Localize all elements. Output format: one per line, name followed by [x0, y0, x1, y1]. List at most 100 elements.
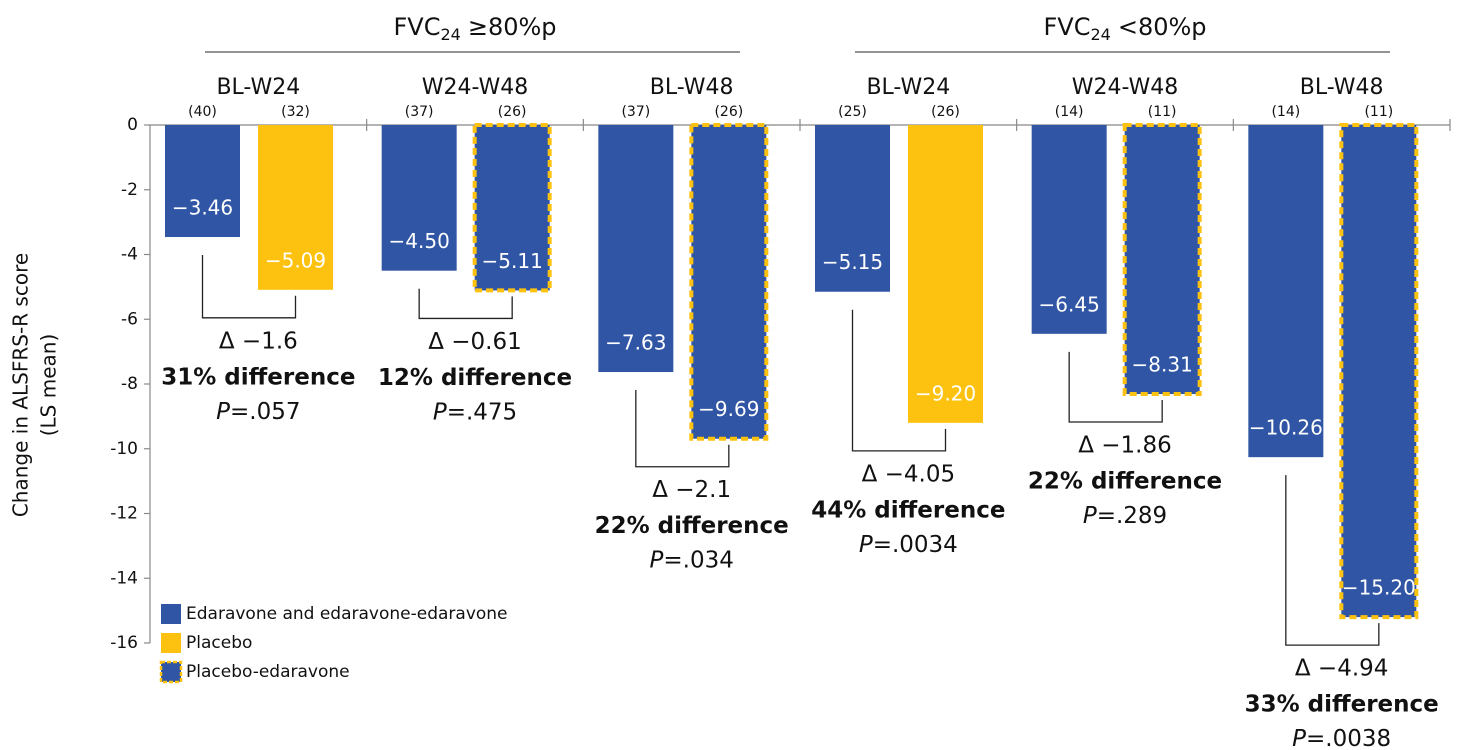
p-value: =.034 — [663, 547, 733, 573]
p-value: =.475 — [447, 399, 517, 425]
value-label: −8.31 — [1132, 353, 1193, 377]
bar — [165, 125, 240, 238]
value-label: −5.09 — [265, 248, 326, 272]
p-symbol: P — [216, 398, 230, 424]
group-title-rest: <80%p — [1118, 13, 1207, 41]
bar — [598, 125, 674, 373]
group-title-sub: 24 — [1090, 25, 1110, 44]
bar — [689, 123, 769, 441]
bar — [472, 123, 552, 293]
bracket — [1285, 475, 1380, 646]
difference-label: 12% difference — [378, 365, 572, 391]
category-label: W24-W48 — [422, 75, 529, 100]
delta-label: Δ −4.94 — [1295, 656, 1389, 682]
p-label: P=.0038 — [1292, 726, 1391, 750]
bar — [815, 125, 890, 292]
group-title: FVC24 <80%p — [1043, 13, 1206, 44]
p-label: P=.289 — [1083, 503, 1167, 529]
category-label: BL-W48 — [1300, 75, 1384, 100]
value-label: −9.20 — [915, 381, 976, 405]
value-label: −5.15 — [822, 250, 883, 274]
n-label: (14) — [1271, 104, 1300, 120]
y-tick-label: -10 — [110, 439, 138, 459]
n-label: (14) — [1055, 104, 1084, 120]
group-title-name: FVC — [393, 13, 440, 41]
p-label: P=.0034 — [859, 531, 958, 557]
y-tick-label: -6 — [121, 309, 138, 329]
y-tick-label: -4 — [121, 245, 138, 265]
difference-label: 33% difference — [1245, 692, 1439, 718]
legend-label: Placebo — [186, 633, 252, 653]
n-label: (26) — [714, 104, 743, 120]
category-label: BL-W24 — [216, 75, 300, 100]
category-label: W24-W48 — [1072, 75, 1179, 100]
n-label: (11) — [1148, 104, 1177, 120]
p-symbol: P — [433, 399, 447, 425]
p-value: =.0034 — [873, 531, 958, 557]
bar — [1339, 123, 1419, 620]
bracket — [1068, 351, 1163, 423]
delta-label: Δ −0.61 — [428, 329, 522, 355]
p-label: P=.034 — [649, 547, 733, 573]
value-label: −7.63 — [605, 331, 666, 355]
p-label: P=.057 — [216, 398, 300, 424]
y-tick-label: -2 — [121, 180, 138, 200]
difference-label: 44% difference — [811, 497, 1005, 523]
n-label: (25) — [838, 104, 867, 120]
delta-label: Δ −1.86 — [1078, 433, 1172, 459]
delta-label: Δ −2.1 — [652, 477, 731, 503]
legend-label: Placebo-edaravone — [186, 662, 350, 682]
n-label: (37) — [621, 104, 650, 120]
n-label: (40) — [188, 104, 217, 120]
delta-label: Δ −1.6 — [219, 328, 298, 354]
group-title: FVC24 ≥80%p — [393, 13, 556, 44]
value-label: −9.69 — [698, 397, 759, 421]
legend-swatch — [161, 604, 181, 624]
bar — [381, 125, 457, 271]
p-symbol: P — [1083, 503, 1097, 529]
y-tick-label: 0 — [127, 115, 138, 135]
bracket — [201, 255, 297, 319]
bar — [1122, 123, 1202, 397]
y-tick-label: -12 — [110, 504, 138, 524]
group-title-rest: ≥80%p — [468, 13, 557, 41]
p-value: =.289 — [1097, 503, 1167, 529]
n-label: (32) — [281, 104, 310, 120]
value-label: −15.20 — [1342, 576, 1416, 600]
p-value: =.0038 — [1306, 726, 1391, 750]
n-label: (26) — [931, 104, 960, 120]
bracket — [635, 390, 730, 468]
p-symbol: P — [1292, 726, 1306, 750]
y-tick-label: -16 — [110, 633, 138, 653]
difference-label: 31% difference — [161, 364, 355, 390]
category-label: BL-W24 — [866, 75, 950, 100]
y-tick-label: -14 — [110, 568, 138, 588]
value-label: −5.11 — [482, 249, 543, 273]
bar — [908, 125, 983, 423]
difference-label: 22% difference — [595, 513, 789, 539]
n-label: (26) — [498, 104, 527, 120]
n-label: (37) — [405, 104, 434, 120]
bar — [258, 125, 333, 290]
y-tick-label: -8 — [121, 374, 138, 394]
n-label: (11) — [1364, 104, 1393, 120]
group-title-sub: 24 — [440, 25, 460, 44]
y-axis-label: (LS mean) — [37, 334, 61, 437]
value-label: −6.45 — [1039, 292, 1100, 316]
legend-swatch — [161, 633, 181, 653]
bracket — [418, 288, 513, 320]
value-label: −3.46 — [172, 196, 233, 220]
value-label: −4.50 — [389, 229, 450, 253]
p-symbol: P — [649, 547, 663, 573]
p-label: P=.475 — [433, 399, 517, 425]
bracket — [851, 309, 947, 452]
delta-label: Δ −4.05 — [862, 461, 956, 487]
bar — [1031, 125, 1107, 334]
value-label: −10.26 — [1249, 416, 1323, 440]
y-axis-label: Change in ALSFRS-R score — [9, 253, 33, 517]
difference-label: 22% difference — [1028, 469, 1222, 495]
p-value: =.057 — [230, 398, 300, 424]
legend-swatch — [159, 660, 183, 684]
category-label: BL-W48 — [650, 75, 734, 100]
